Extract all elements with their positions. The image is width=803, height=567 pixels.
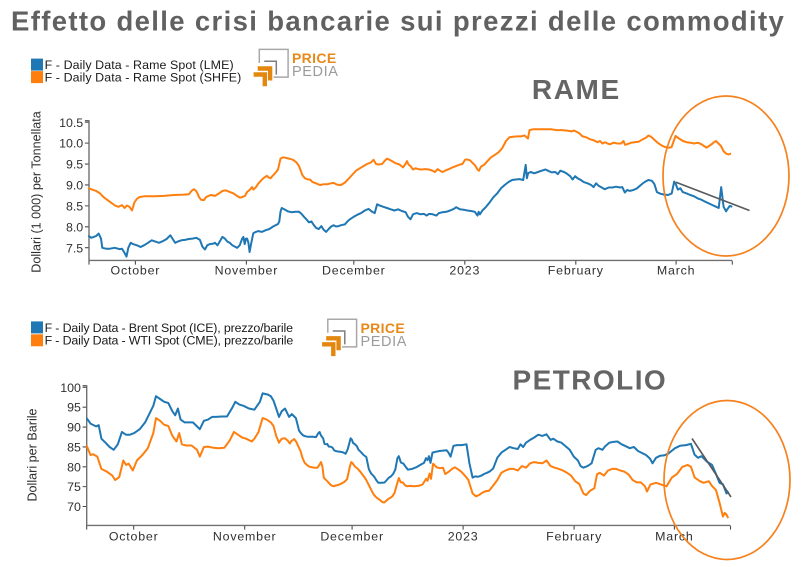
svg-text:F - Daily Data - Brent Spot (I: F - Daily Data - Brent Spot (ICE), prezz… <box>45 321 294 335</box>
svg-text:October: October <box>111 263 161 277</box>
svg-text:F - Daily Data - Rame Spot (LM: F - Daily Data - Rame Spot (LME) <box>45 58 234 72</box>
svg-text:December: December <box>322 263 386 277</box>
svg-text:2023: 2023 <box>449 263 480 277</box>
svg-text:70: 70 <box>67 500 81 514</box>
svg-text:November: November <box>215 263 279 277</box>
svg-text:Dollari (1 000) per Tonnellata: Dollari (1 000) per Tonnellata <box>30 111 44 272</box>
svg-text:F - Daily Data - WTI Spot (CME: F - Daily Data - WTI Spot (CME), prezzo/… <box>45 334 294 348</box>
svg-text:RAME: RAME <box>532 74 621 105</box>
svg-text:Effetto delle crisi bancarie s: Effetto delle crisi bancarie sui prezzi … <box>11 6 785 37</box>
svg-text:10.0: 10.0 <box>59 137 83 151</box>
svg-text:8.5: 8.5 <box>66 199 83 213</box>
svg-text:December: December <box>320 529 384 543</box>
svg-text:9.0: 9.0 <box>66 179 83 193</box>
svg-text:95: 95 <box>67 401 81 415</box>
svg-text:October: October <box>109 529 159 543</box>
svg-text:PETROLIO: PETROLIO <box>512 364 667 395</box>
svg-text:85: 85 <box>67 440 81 454</box>
svg-text:10.5: 10.5 <box>59 116 83 130</box>
svg-text:February: February <box>546 529 602 543</box>
svg-text:March: March <box>657 263 695 277</box>
svg-text:7.5: 7.5 <box>66 241 83 255</box>
svg-text:2023: 2023 <box>448 529 479 543</box>
svg-text:75: 75 <box>67 480 81 494</box>
svg-text:80: 80 <box>67 460 81 474</box>
svg-text:90: 90 <box>67 421 81 435</box>
svg-text:November: November <box>213 529 277 543</box>
svg-text:8.0: 8.0 <box>66 220 83 234</box>
svg-text:March: March <box>655 529 693 543</box>
svg-text:F - Daily Data - Rame Spot (SH: F - Daily Data - Rame Spot (SHFE) <box>45 71 242 85</box>
svg-text:February: February <box>548 263 604 277</box>
svg-text:Dollari per Barile: Dollari per Barile <box>26 408 40 501</box>
svg-text:9.5: 9.5 <box>66 158 83 172</box>
svg-text:100: 100 <box>60 381 81 395</box>
